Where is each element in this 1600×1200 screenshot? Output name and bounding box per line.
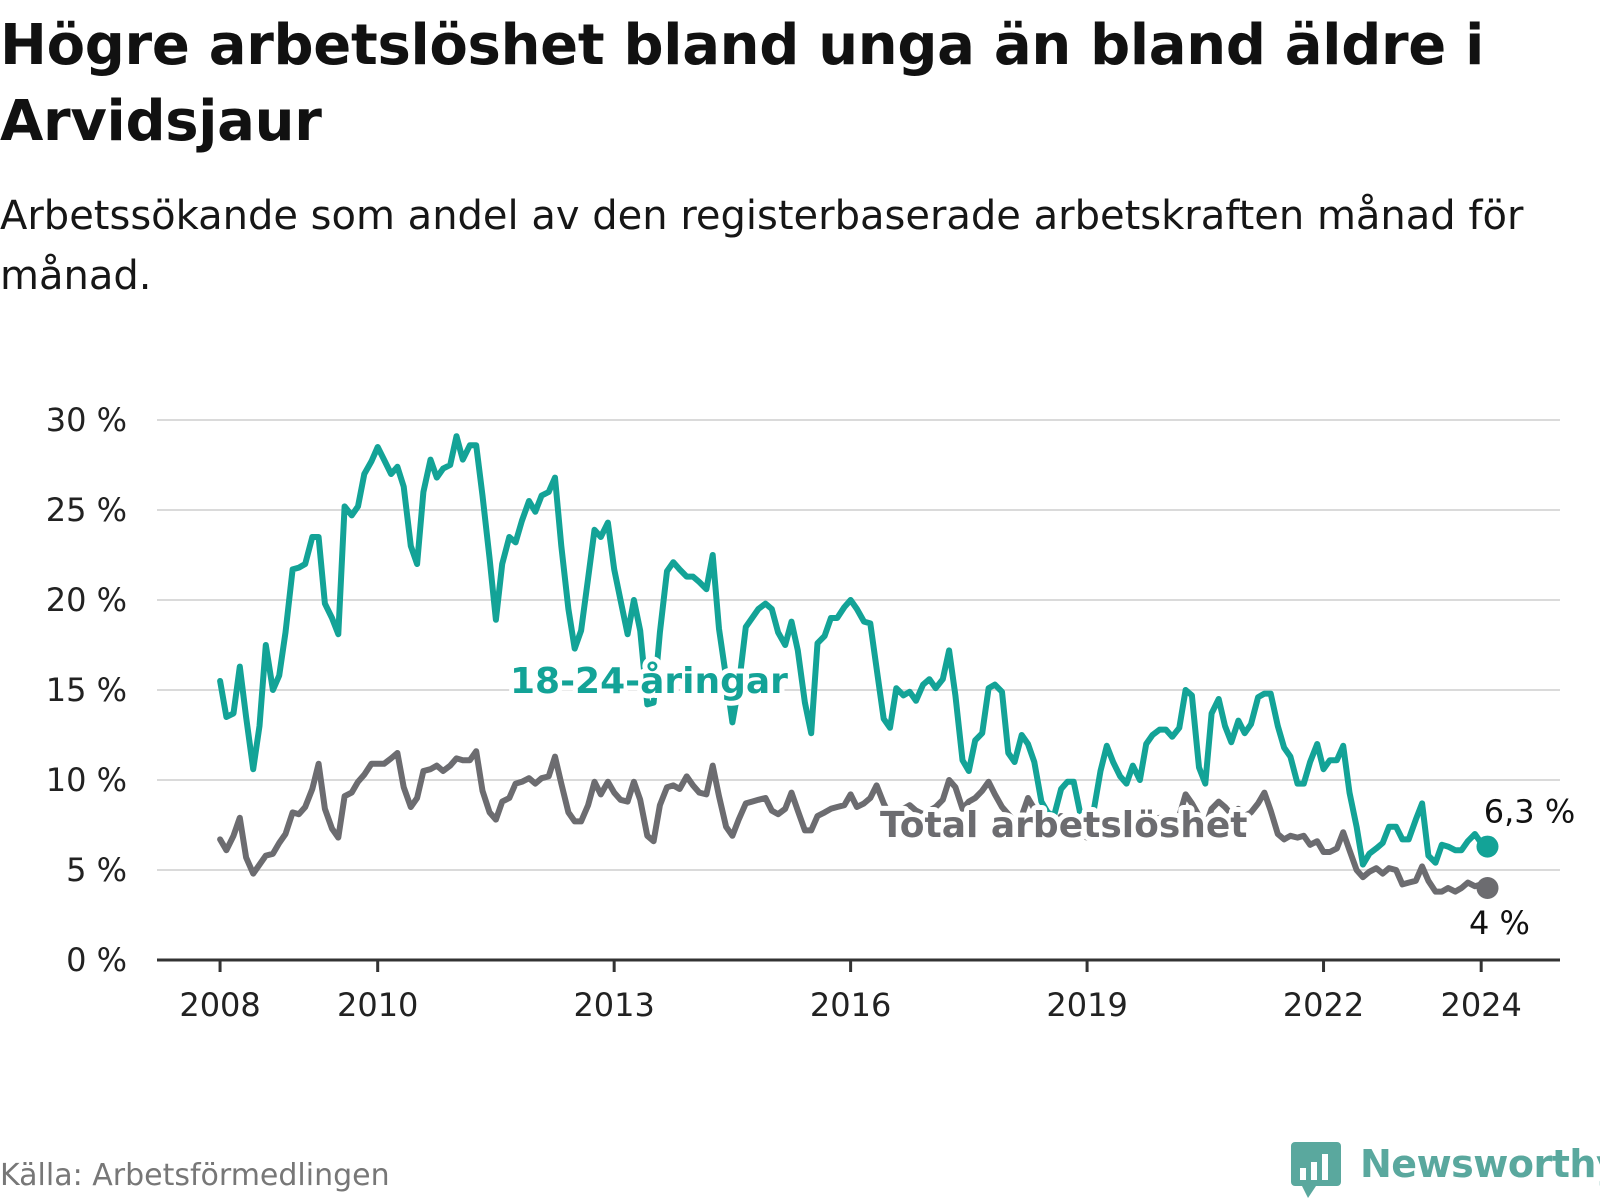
y-tick-label: 25 % <box>46 491 127 529</box>
newsworthy-logo[interactable]: Newsworthy <box>1290 1140 1600 1200</box>
x-tick-label: 2024 <box>1440 986 1521 1024</box>
newsworthy-logo-icon <box>1291 1142 1341 1198</box>
series-label-youth: 18-24-åringar <box>510 661 788 702</box>
end-label-total-halo: 4 % <box>1469 904 1530 942</box>
x-tick-label: 2008 <box>179 986 260 1024</box>
x-tick-label: 2013 <box>573 986 654 1024</box>
series-line-youth <box>217 433 1491 868</box>
end-label-youth-halo: 6,3 % <box>1484 793 1575 831</box>
series-line-total <box>217 748 1491 895</box>
series-label-youth-halo: 18-24-åringar <box>510 661 788 702</box>
x-tick-label: 2019 <box>1046 986 1127 1024</box>
x-axis-tick-labels: 2008 2010 2013 2016 2019 2022 2024 <box>179 986 1522 1024</box>
y-tick-label: 5 % <box>66 851 127 889</box>
y-tick-label: 0 % <box>66 941 127 979</box>
y-tick-label: 10 % <box>46 761 127 799</box>
x-tick-label: 2022 <box>1283 986 1364 1024</box>
y-tick-label: 15 % <box>46 671 127 709</box>
series-lines <box>217 433 1499 899</box>
source-note: Källa: Arbetsförmedlingen <box>0 1158 390 1193</box>
series-label-total: Total arbetslöshet <box>880 805 1248 846</box>
chart-subtitle: Arbetssökande som andel av den registerb… <box>0 193 1524 299</box>
x-tick-label: 2016 <box>810 986 891 1024</box>
line-chart: 0 %5 %10 %15 %20 %25 %30 % 2008 2010 2013 2… <box>45 401 1580 1024</box>
y-tick-label: 30 % <box>46 401 127 439</box>
end-label-youth: 6,3 % <box>1484 793 1575 831</box>
x-axis <box>157 958 1560 972</box>
x-tick-label: 2010 <box>337 986 418 1024</box>
end-label-total: 4 % <box>1469 904 1530 942</box>
y-tick-label: 20 % <box>46 581 127 619</box>
y-axis-tick-labels: 0 % 5 % 10 % 15 % 20 % 25 % 30 % <box>46 401 127 979</box>
gridlines <box>157 419 1560 871</box>
chart-title: Högre arbetslöshet bland unga än bland ä… <box>0 13 1485 154</box>
brand-name: Newsworthy <box>1360 1142 1600 1186</box>
end-point-youth <box>1476 835 1499 858</box>
end-point-total <box>1476 877 1499 899</box>
series-label-total-halo: Total arbetslöshet <box>880 805 1248 846</box>
